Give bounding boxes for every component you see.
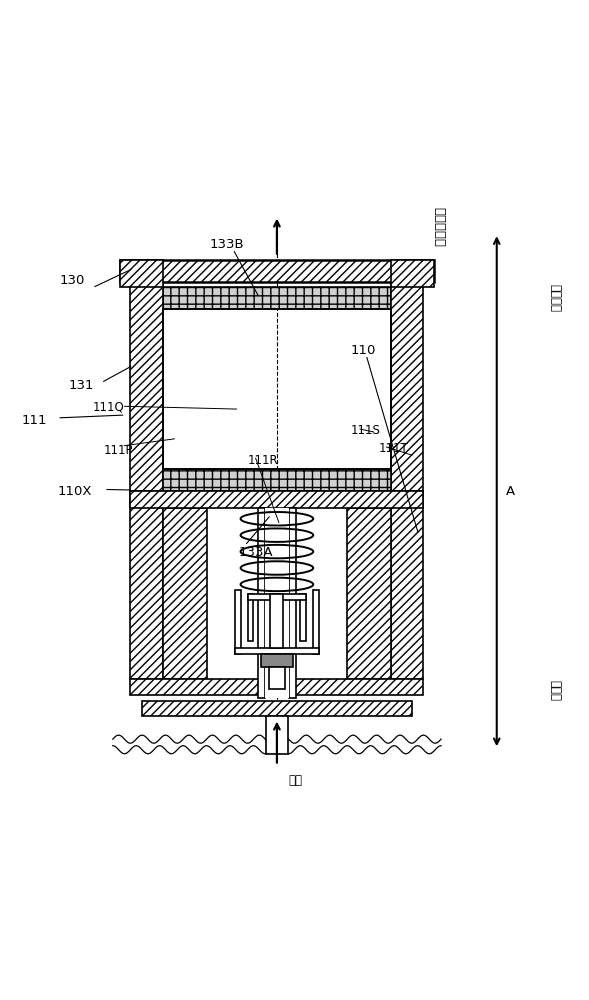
Bar [142, 701, 412, 716]
Text: 131: 131 [69, 379, 94, 392]
Text: 空気: 空気 [289, 774, 303, 787]
Text: エアロゾル: エアロゾル [432, 207, 445, 247]
Bar [234, 590, 241, 654]
Text: 111S: 111S [350, 424, 380, 437]
Text: 111Q: 111Q [92, 401, 124, 414]
Bar [261, 654, 293, 667]
Bar [289, 508, 296, 698]
Bar [348, 508, 391, 679]
Bar [130, 679, 423, 695]
Bar [248, 594, 306, 600]
Text: 133B: 133B [210, 238, 244, 251]
Bar [120, 260, 163, 287]
Bar [270, 594, 283, 648]
Bar [163, 469, 391, 491]
Bar [163, 309, 391, 469]
Bar [266, 716, 288, 754]
Bar [391, 491, 423, 679]
Text: 110: 110 [350, 344, 376, 357]
Bar [120, 260, 434, 282]
Bar [234, 648, 319, 654]
Bar [269, 667, 285, 689]
Bar [207, 508, 348, 679]
Bar [391, 260, 423, 491]
Bar [130, 491, 423, 508]
Bar [163, 287, 391, 309]
Bar [300, 594, 306, 641]
Text: 110X: 110X [57, 485, 91, 498]
Text: 133A: 133A [239, 546, 273, 559]
Bar [313, 590, 319, 654]
Bar [163, 508, 207, 679]
Text: 111P: 111P [104, 444, 134, 457]
Bar [265, 508, 289, 698]
Bar [258, 508, 265, 698]
Text: 111T: 111T [378, 442, 408, 455]
Bar [391, 260, 434, 287]
Bar [248, 594, 253, 641]
Text: 130: 130 [60, 274, 85, 287]
Text: 非吸嗪側: 非吸嗪側 [549, 284, 562, 312]
Text: A: A [506, 485, 515, 498]
Text: 吸嗪側: 吸嗪側 [549, 680, 562, 701]
Bar [130, 491, 163, 679]
Bar [130, 260, 163, 491]
Text: 111: 111 [22, 414, 47, 427]
Text: 111R: 111R [247, 454, 278, 467]
